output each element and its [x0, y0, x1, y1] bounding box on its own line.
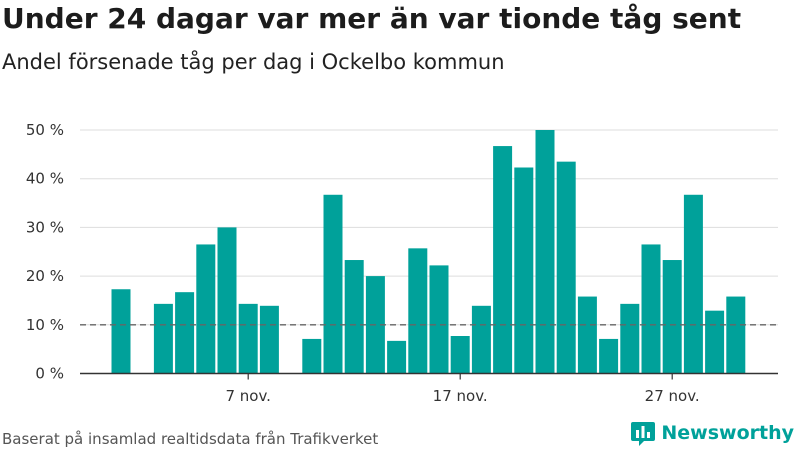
bar	[196, 244, 216, 374]
y-tick-label: 20 %	[26, 267, 64, 285]
bar	[217, 227, 237, 374]
bar	[599, 338, 619, 374]
y-tick-label: 10 %	[26, 316, 64, 334]
bar	[344, 260, 364, 374]
bar	[577, 296, 597, 374]
bar	[408, 248, 428, 374]
x-tick-label: 7 nov.	[225, 387, 270, 405]
bar	[556, 161, 576, 374]
bar	[662, 260, 682, 374]
bar	[450, 336, 470, 374]
y-tick-label: 0 %	[35, 365, 64, 383]
bar	[238, 303, 258, 374]
bar	[493, 146, 513, 374]
bar	[323, 194, 343, 374]
chart-title: Under 24 dagar var mer än var tionde tåg…	[2, 2, 742, 35]
brand-name: Newsworthy	[661, 422, 794, 444]
bar	[387, 340, 407, 374]
brand-logo: Newsworthy	[631, 420, 794, 446]
y-tick-label: 50 %	[26, 121, 64, 139]
bar	[153, 303, 173, 374]
y-tick-label: 40 %	[26, 170, 64, 188]
bar	[111, 289, 131, 374]
bar	[175, 292, 195, 374]
bar	[514, 167, 534, 374]
x-tick-label: 27 nov.	[645, 387, 700, 405]
bar	[302, 338, 322, 374]
chart-subtitle: Andel försenade tåg per dag i Ockelbo ko…	[2, 50, 505, 74]
bar	[259, 305, 279, 374]
bar	[429, 265, 449, 374]
x-tick-label: 17 nov.	[433, 387, 488, 405]
bar	[641, 244, 661, 374]
bar-chart: 0 % 10 % 20 % 30 % 40 % 50 % 7 nov. 17 nov. 27 n…	[26, 121, 778, 405]
bar	[620, 303, 640, 374]
bar	[705, 310, 725, 374]
y-tick-label: 30 %	[26, 218, 64, 236]
newsworthy-logo-icon	[631, 422, 656, 446]
bar	[683, 194, 703, 374]
bar	[535, 130, 555, 374]
source-note: Baserat på insamlad realtidsdata från Tr…	[2, 430, 379, 448]
bar	[726, 296, 746, 374]
bar	[471, 305, 491, 374]
